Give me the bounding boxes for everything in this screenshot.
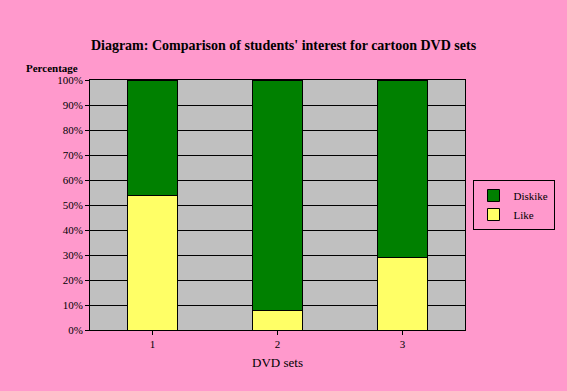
svg-text:40%: 40% bbox=[63, 224, 83, 236]
svg-text:3: 3 bbox=[400, 338, 406, 350]
svg-text:100%: 100% bbox=[57, 74, 83, 86]
svg-text:80%: 80% bbox=[63, 124, 83, 136]
svg-text:70%: 70% bbox=[63, 149, 83, 161]
svg-text:50%: 50% bbox=[63, 199, 83, 211]
svg-text:20%: 20% bbox=[63, 274, 83, 286]
svg-text:0%: 0% bbox=[68, 324, 83, 336]
svg-text:Diagram: Comparison of student: Diagram: Comparison of students' interes… bbox=[91, 38, 477, 53]
svg-text:Like: Like bbox=[514, 209, 534, 221]
svg-text:Percentage: Percentage bbox=[26, 62, 78, 74]
svg-text:Diskike: Diskike bbox=[514, 190, 548, 202]
svg-text:1: 1 bbox=[150, 338, 156, 350]
svg-text:90%: 90% bbox=[63, 99, 83, 111]
svg-text:30%: 30% bbox=[63, 249, 83, 261]
svg-text:10%: 10% bbox=[63, 299, 83, 311]
svg-text:DVD sets: DVD sets bbox=[252, 355, 303, 370]
svg-text:2: 2 bbox=[275, 338, 281, 350]
svg-text:60%: 60% bbox=[63, 174, 83, 186]
